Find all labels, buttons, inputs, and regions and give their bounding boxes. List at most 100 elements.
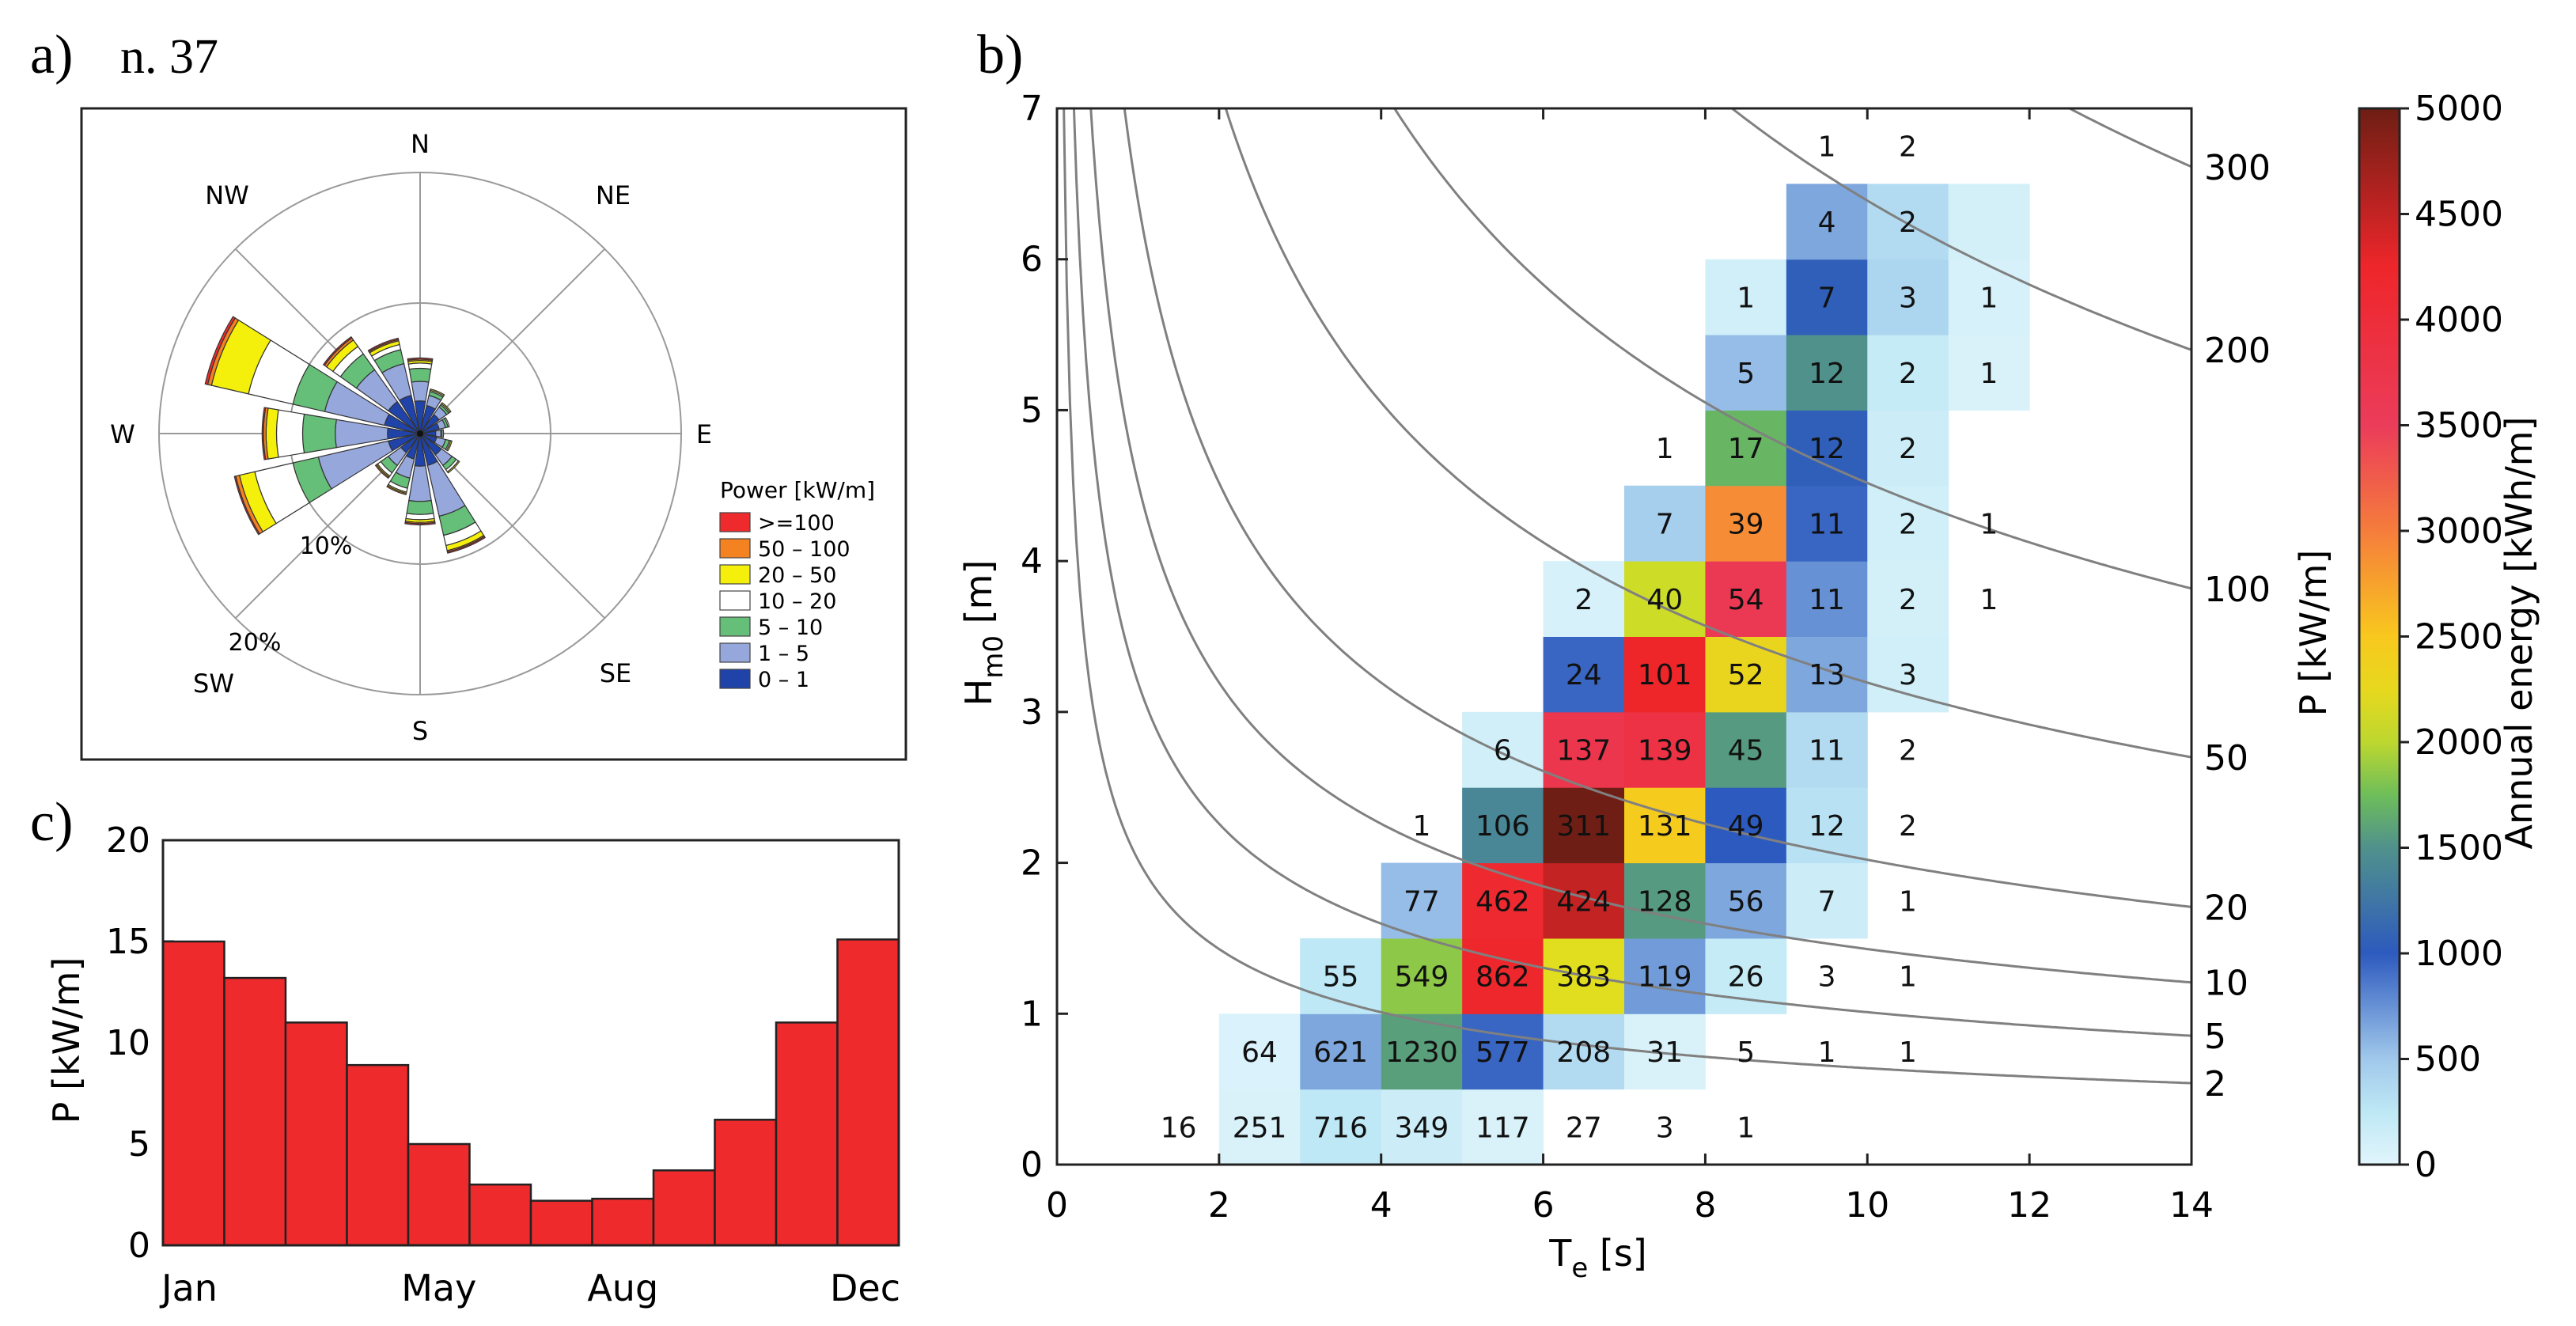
power-contours [1063, 108, 2191, 1085]
heatmap-cell [1705, 485, 1787, 562]
legend-swatch [719, 564, 751, 585]
heatmap-count: 40 [1646, 584, 1683, 616]
heatmap-count: 7 [1818, 282, 1836, 314]
heatmap-cell [1624, 485, 1706, 562]
ylabel-main: H [957, 679, 1000, 707]
heatmap-ytick-label: 2 [1021, 843, 1043, 884]
legend-swatch [719, 616, 751, 637]
contour-10 [1089, 108, 2191, 984]
heatmap-cell [1543, 1013, 1625, 1090]
rose-wedge [429, 388, 445, 397]
bar-feb [223, 976, 287, 1247]
rose-wedge [446, 536, 487, 554]
heatmap-count: 5 [1737, 358, 1755, 390]
heatmap-count: 77 [1404, 885, 1440, 918]
rose-wedge [404, 521, 436, 526]
colorbar-bar [2358, 107, 2401, 1166]
heatmap-count: 56 [1728, 885, 1764, 918]
heatmap-xtick-label: 14 [2169, 1185, 2214, 1226]
contour-label-50: 50 [2204, 738, 2248, 779]
colorbar-tick-label: 1500 [2415, 828, 2503, 869]
direction-label-se: SE [600, 658, 632, 688]
direction-label-n: N [411, 129, 430, 159]
bar-chart-frame [161, 839, 900, 1247]
bar-chart-bars [161, 938, 900, 1247]
heatmap-count: 4 [1818, 206, 1836, 239]
heatmap-count: 11 [1809, 508, 1845, 540]
heatmap-count: 12 [1809, 433, 1845, 465]
contour-50 [1224, 108, 2191, 759]
heatmap-cell [1543, 636, 1625, 713]
contour-label-100: 100 [2204, 570, 2271, 610]
heatmap-cell [1381, 1089, 1463, 1165]
heatmap-cell [1543, 561, 1625, 637]
legend-swatch [719, 512, 751, 532]
heatmap-ytick-label: 4 [1021, 541, 1043, 582]
heatmap-count: 1 [1818, 131, 1836, 164]
heatmap-xlabel: Te [s] [1548, 1232, 1647, 1284]
heatmap-count: 251 [1233, 1112, 1287, 1144]
heatmap-count: 117 [1476, 1112, 1530, 1144]
contour-label-200: 200 [2204, 331, 2271, 371]
heatmap-cell [1786, 485, 1868, 562]
heatmap-count: 621 [1313, 1036, 1368, 1069]
bar-xtick-label: Dec [830, 1267, 900, 1309]
heatmap-count: 101 [1638, 659, 1692, 691]
heatmap-count: 5 [1737, 1036, 1755, 1069]
heatmap-cell [1624, 711, 1706, 788]
bar-ylabel: P [kW/m] [45, 957, 88, 1124]
heatmap-cell [1786, 636, 1868, 713]
bar-dec [836, 938, 900, 1247]
colorbar-tick-label: 4000 [2415, 300, 2503, 340]
heatmap-count: 16 [1161, 1112, 1197, 1144]
heatmap-count: 1 [1899, 961, 1917, 994]
rose-wedge [322, 335, 353, 366]
heatmap-cell [1948, 184, 2030, 260]
heatmap-count: 52 [1728, 659, 1764, 691]
heatmap-cell [1705, 636, 1787, 713]
heatmap-cell [1624, 561, 1706, 637]
legend-label: >=100 [758, 511, 835, 536]
colorbar-tick-label: 500 [2415, 1040, 2481, 1080]
rose-wedge [406, 499, 434, 515]
heatmap-count: 1230 [1385, 1036, 1458, 1069]
colorbar-ticks: 0 500 1000 1500 2000 2500 3000 3500 4000 4500 5000 [2400, 89, 2503, 1185]
rose-wedge [434, 429, 441, 438]
heatmap-count: 1 [1979, 358, 1998, 390]
rose-wedge [367, 337, 400, 353]
bar-may [407, 1142, 471, 1247]
rose-wedge [204, 316, 237, 385]
heatmap-ytick-label: 5 [1021, 390, 1043, 430]
heatmap-count: 2 [1899, 508, 1917, 540]
legend-swatch [719, 590, 751, 611]
bar-ytick-label: 10 [106, 1023, 150, 1063]
legend-label: 10 – 20 [758, 589, 836, 614]
heatmap-count: 12 [1809, 358, 1845, 390]
heatmap-cell [1462, 862, 1544, 939]
heatmap-count: 1 [1737, 1112, 1755, 1144]
direction-label-s: S [412, 716, 428, 746]
legend-swatch [719, 669, 751, 689]
heatmap-cell [1300, 1013, 1382, 1090]
heatmap-cell [1218, 1089, 1301, 1165]
heatmap-count: 1 [1656, 433, 1674, 465]
contour-2 [1063, 108, 2191, 1085]
heatmap-cell [1786, 259, 1868, 335]
heatmap-count: 26 [1728, 961, 1764, 994]
heatmap-count: 49 [1728, 810, 1764, 843]
heatmap-count: 27 [1566, 1112, 1602, 1144]
heatmap-count: 1 [1979, 282, 1998, 314]
heatmap-cell [1705, 711, 1787, 788]
heatmap-count: 1 [1979, 508, 1998, 540]
heatmap-xtick-label: 2 [1208, 1185, 1230, 1226]
xlabel-main: T [1548, 1232, 1572, 1275]
heatmap-count: 577 [1476, 1036, 1530, 1069]
power-contour-labels: 2 5 10 20 50 100 200 300 [2204, 148, 2271, 1104]
bar-jun [468, 1183, 532, 1247]
heatmap-count: 131 [1638, 810, 1692, 843]
heatmap-count: 54 [1728, 584, 1764, 616]
heatmap-count: 2 [1899, 433, 1917, 465]
colorbar: 0 500 1000 1500 2000 2500 3000 3500 4000 4500 5000… [2358, 89, 2540, 1185]
